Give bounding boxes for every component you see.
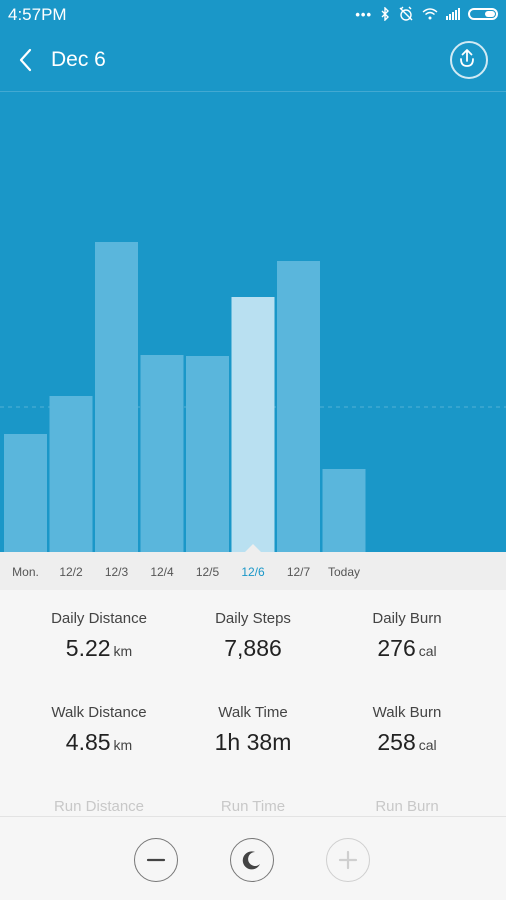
stat-daily-distance: Daily Distance 5.22 km [15, 610, 183, 662]
stat-run-distance: Run Distance [15, 798, 183, 815]
stat-number: 1h 38m [214, 729, 292, 755]
stat-label: Walk Distance [51, 704, 147, 721]
bar-12-3[interactable] [95, 242, 138, 552]
x-tick-label[interactable]: Today [327, 565, 361, 579]
stat-run-burn: Run Burn [323, 798, 491, 815]
app-header: Dec 6 [0, 30, 506, 92]
stat-label: Run Time [220, 798, 286, 815]
bar-12-4[interactable] [140, 355, 184, 552]
stat-daily-steps: Daily Steps 7,886 [169, 610, 337, 662]
zoom-out-button[interactable] [134, 838, 178, 882]
x-tick-label[interactable]: Mon. [12, 565, 39, 579]
stat-unit: cal [418, 737, 437, 753]
signal-icon [446, 8, 460, 20]
page-title: Dec 6 [51, 48, 106, 71]
x-tick-label[interactable]: 12/6 [241, 565, 265, 579]
stat-walk-distance: Walk Distance 4.85 km [15, 704, 183, 756]
stat-unit: cal [418, 643, 437, 659]
bluetooth-icon [381, 7, 389, 21]
chart-canvas [0, 242, 506, 552]
status-bar: 4:57PM ••• [0, 0, 506, 30]
stat-label: Daily Distance [51, 610, 147, 627]
stat-label: Walk Burn [372, 704, 442, 721]
share-button[interactable] [450, 41, 488, 79]
sleep-button[interactable] [230, 838, 274, 882]
x-tick-label[interactable]: 12/5 [195, 565, 220, 579]
wifi-icon [422, 8, 438, 20]
stat-value: 4.85 km [15, 729, 183, 756]
stats-grid: Daily Distance 5.22 km Daily Steps 7,886 Dail… [0, 590, 506, 816]
moon-icon [242, 851, 260, 870]
x-tick-label[interactable]: 12/3 [104, 565, 129, 579]
stat-unit: km [113, 737, 133, 753]
x-tick-label[interactable]: 12/7 [286, 565, 311, 579]
stat-label: Daily Steps [215, 610, 291, 627]
bar-12-2[interactable] [49, 396, 93, 552]
stat-walk-burn: Walk Burn 258 cal [323, 704, 491, 756]
bar-12-7[interactable] [277, 261, 320, 552]
stat-value: 1h 38m [169, 729, 337, 756]
upload-icon [460, 49, 474, 67]
selection-pointer [245, 544, 261, 552]
more-dots-icon: ••• [355, 6, 372, 22]
stat-value: 5.22 km [15, 635, 183, 662]
stat-run-time: Run Time [169, 798, 337, 815]
stat-label: Run Burn [375, 798, 439, 815]
x-tick-label[interactable]: 12/4 [150, 565, 174, 579]
bottom-action-bar [0, 816, 506, 900]
bar-12-6[interactable] [231, 297, 275, 552]
stat-value: 258 cal [323, 729, 491, 756]
x-tick-label[interactable]: 12/2 [59, 565, 83, 579]
stat-number: 5.22 [65, 635, 111, 661]
chart-x-axis: Mon. 12/2 12/3 12/4 12/5 12/6 12/7 Today [0, 552, 506, 590]
stat-value: 276 cal [323, 635, 491, 662]
stat-number: 4.85 [65, 729, 111, 755]
bar-mon-[interactable] [4, 434, 47, 552]
bar-12-5[interactable] [186, 356, 229, 552]
stat-value: 7,886 [169, 635, 337, 662]
plus-icon [338, 850, 358, 870]
stat-daily-burn: Daily Burn 276 cal [323, 610, 491, 662]
stat-number: 276 [377, 635, 416, 661]
stat-number: 7,886 [224, 635, 282, 661]
stat-label: Walk Time [218, 704, 288, 721]
alarm-off-icon [399, 6, 413, 21]
steps-bar-chart [0, 92, 506, 552]
stat-label: Daily Burn [372, 610, 442, 627]
battery-icon [468, 8, 498, 20]
status-time: 4:57PM [8, 5, 67, 24]
stat-label: Run Distance [53, 798, 145, 815]
chevron-left-icon[interactable] [14, 44, 38, 76]
stat-number: 258 [377, 729, 416, 755]
bar-today[interactable] [322, 469, 366, 552]
stat-walk-time: Walk Time 1h 38m [169, 704, 337, 756]
minus-icon [146, 858, 166, 862]
status-icons: ••• [355, 6, 498, 22]
stat-unit: km [113, 643, 133, 659]
zoom-in-button[interactable] [326, 838, 370, 882]
